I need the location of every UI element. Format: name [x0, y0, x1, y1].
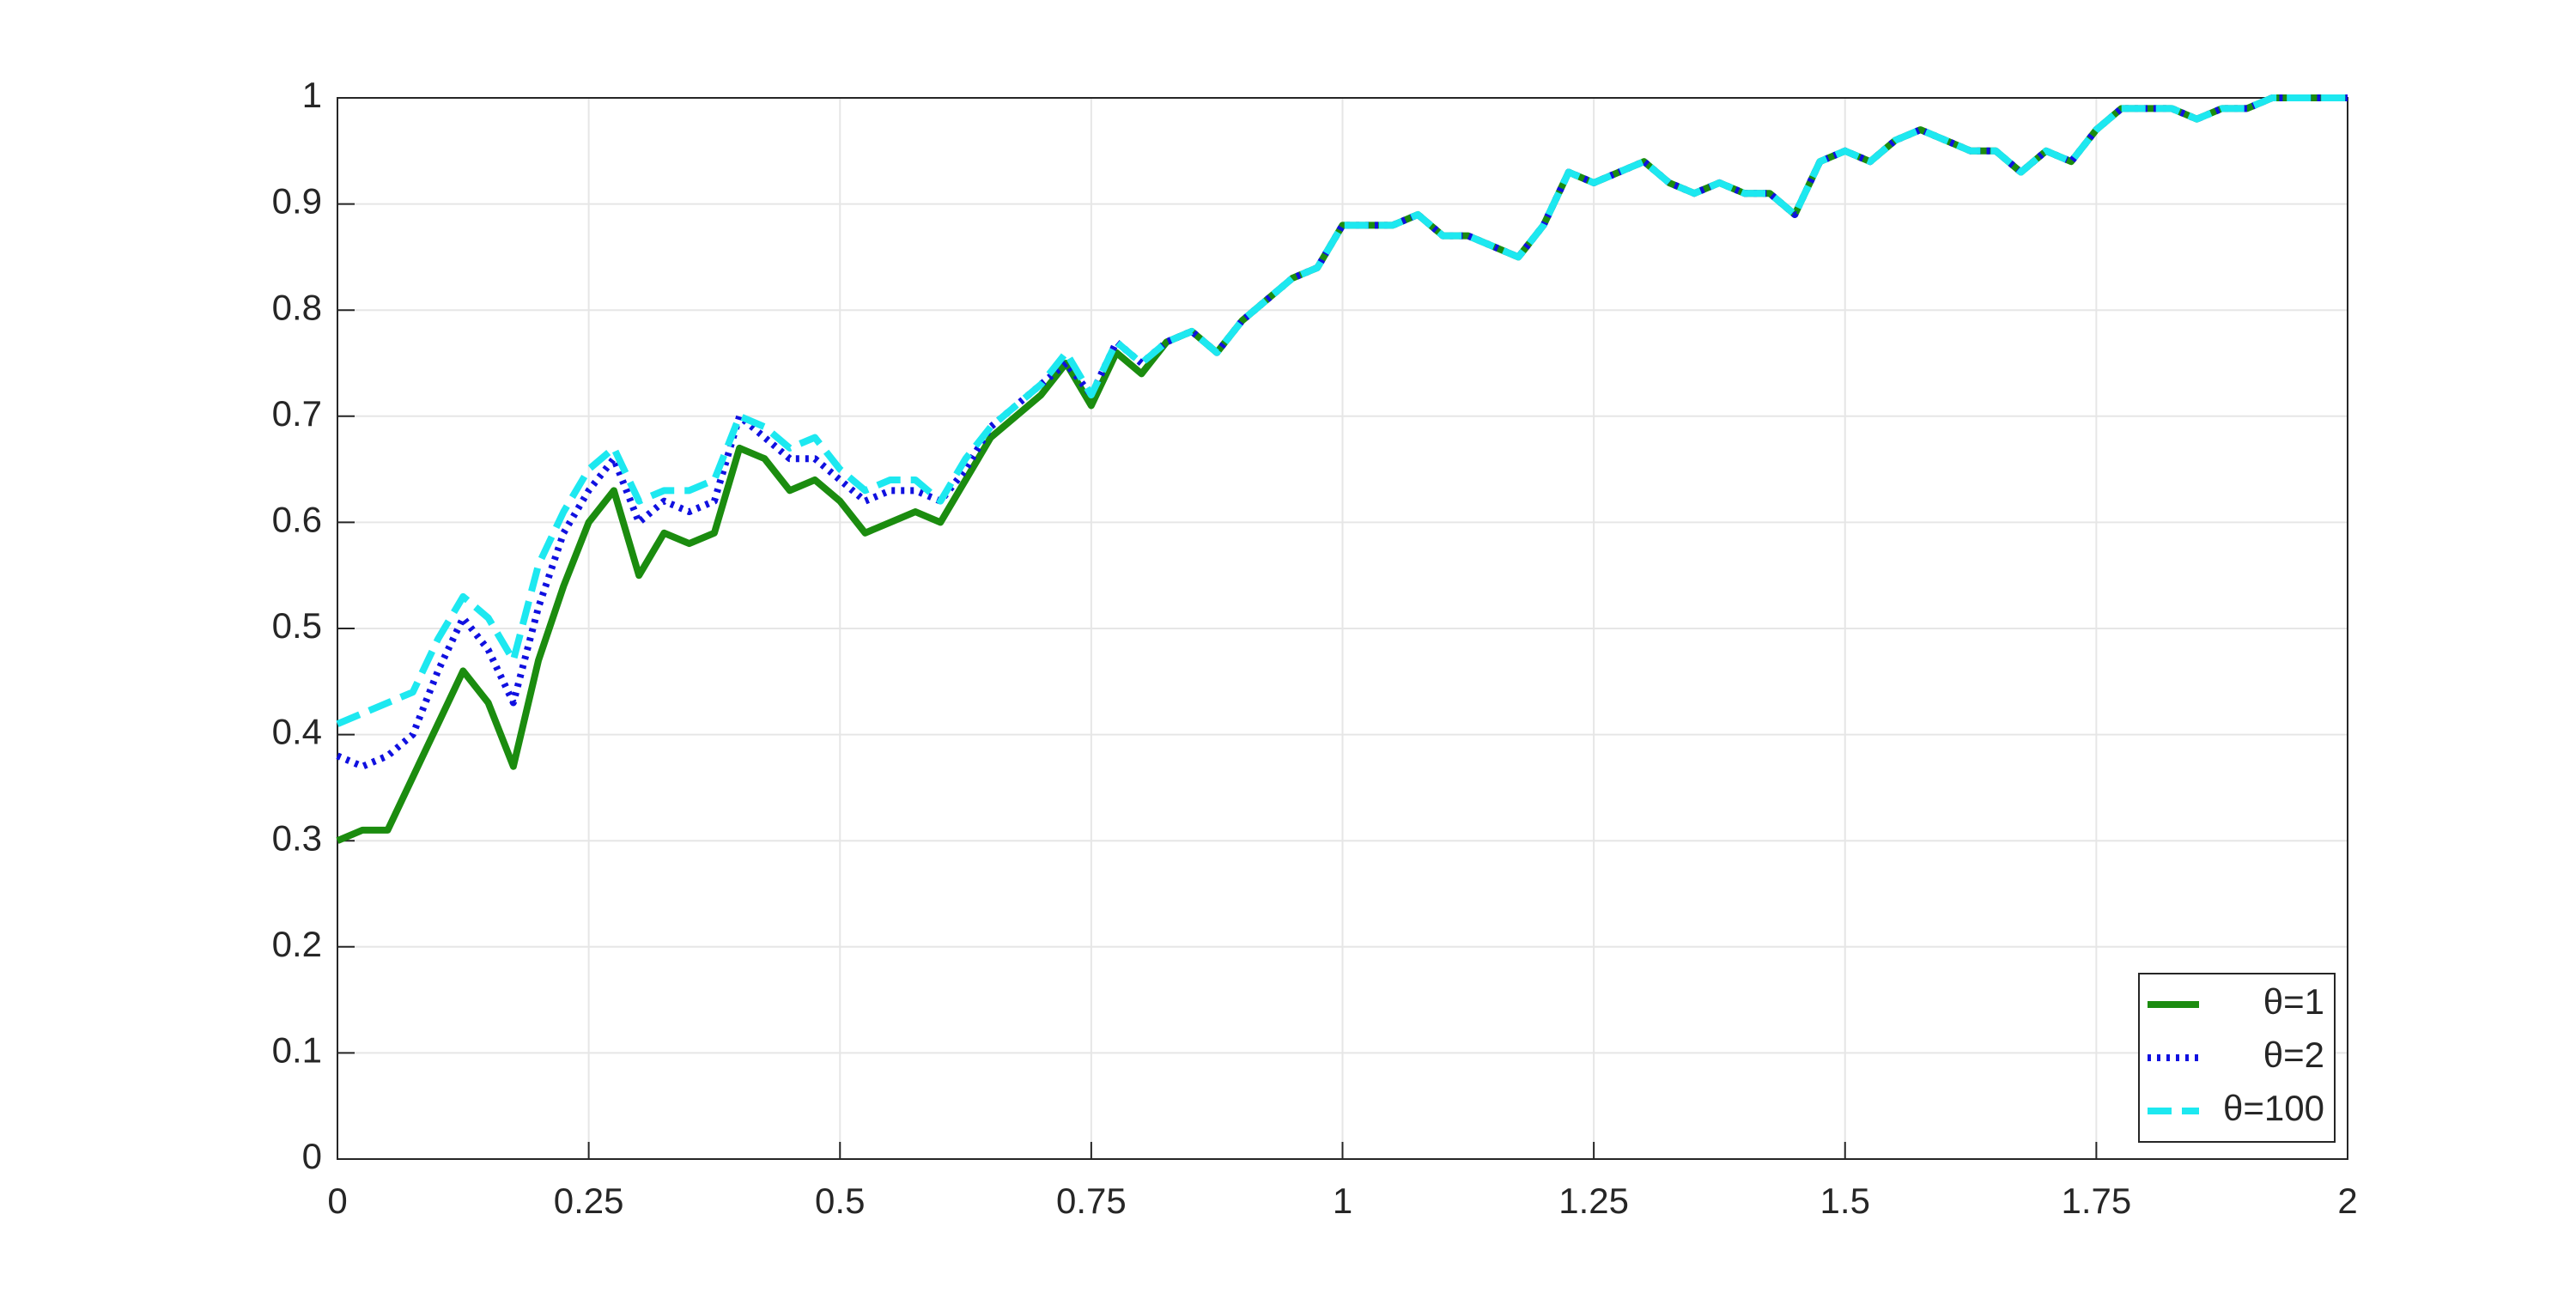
y-tick-label: 0.8: [272, 287, 322, 327]
x-tick-label: 1.25: [1558, 1181, 1629, 1221]
y-tick-label: 0: [302, 1136, 322, 1176]
series-line: [336, 94, 2348, 727]
axes-box: [337, 97, 2348, 1160]
legend-label: θ=1: [2263, 981, 2324, 1022]
series-line: [336, 94, 2348, 770]
y-tick-label: 1: [302, 75, 322, 115]
legend-label: θ=100: [2223, 1088, 2324, 1128]
x-tick-label: 2: [2337, 1181, 2357, 1221]
y-tick-label: 0.7: [272, 393, 322, 434]
x-tick-label: 1: [1333, 1181, 1352, 1221]
y-tick-label: 0.2: [272, 924, 322, 964]
y-tick-label: 0.5: [272, 605, 322, 646]
y-tick-label: 0.9: [272, 181, 322, 222]
x-tick-label: 0.75: [1056, 1181, 1127, 1221]
x-tick-label: 0: [327, 1181, 347, 1221]
legend-label: θ=2: [2263, 1035, 2324, 1075]
x-tick-label: 0.25: [554, 1181, 624, 1221]
y-tick-label: 0.3: [272, 817, 322, 858]
y-tick-label: 0.4: [272, 712, 322, 752]
x-tick-label: 1.75: [2062, 1181, 2132, 1221]
y-tick-label: 0.1: [272, 1029, 322, 1070]
y-tick-label: 0.6: [272, 499, 322, 539]
x-tick-label: 1.5: [1820, 1181, 1870, 1221]
x-tick-label: 0.5: [815, 1181, 865, 1221]
